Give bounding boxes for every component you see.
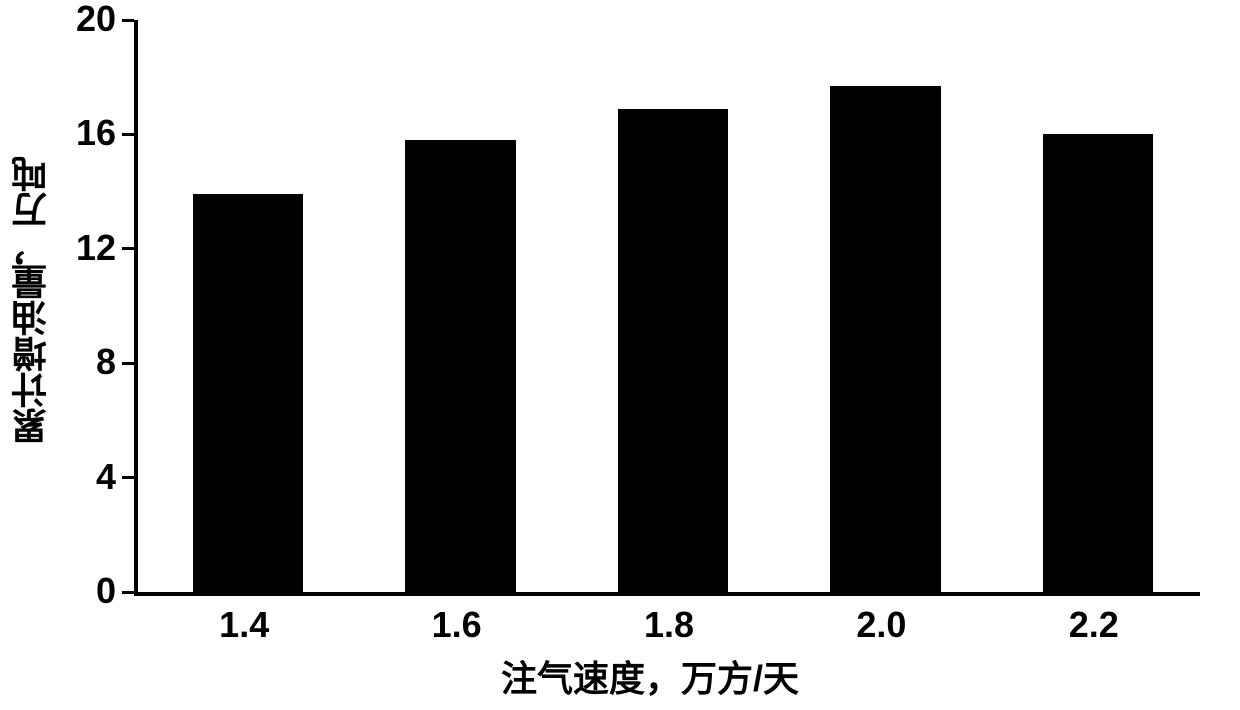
y-tick-label: 20 [56, 0, 116, 40]
y-tick-label: 4 [56, 456, 116, 498]
y-tick-mark [122, 362, 134, 365]
x-tick-label: 1.8 [563, 604, 775, 646]
y-tick-mark [122, 133, 134, 136]
bar [1043, 134, 1153, 592]
x-tick-label: 1.6 [350, 604, 562, 646]
y-tick-mark [122, 591, 134, 594]
y-tick-label: 8 [56, 341, 116, 383]
bar [193, 194, 303, 592]
y-tick-mark [122, 19, 134, 22]
chart-container: 累计增油量，万吨 注气速度，万方/天 0 4 8 12 16 20 1.41.61.82.0… [0, 0, 1240, 710]
y-axis-label: 累计增油量，万吨 [6, 110, 58, 490]
y-tick-label: 0 [56, 570, 116, 612]
bar [618, 109, 728, 592]
y-tick-label: 16 [56, 112, 116, 154]
x-tick-label: 2.0 [775, 604, 987, 646]
y-tick-label: 12 [56, 227, 116, 269]
plot-area [134, 20, 1200, 596]
bar [405, 140, 515, 592]
x-tick-label: 2.2 [988, 604, 1200, 646]
y-tick-mark [122, 247, 134, 250]
y-tick-mark [122, 476, 134, 479]
x-axis-label: 注气速度，万方/天 [400, 650, 900, 702]
bar [830, 86, 940, 592]
x-tick-label: 1.4 [138, 604, 350, 646]
